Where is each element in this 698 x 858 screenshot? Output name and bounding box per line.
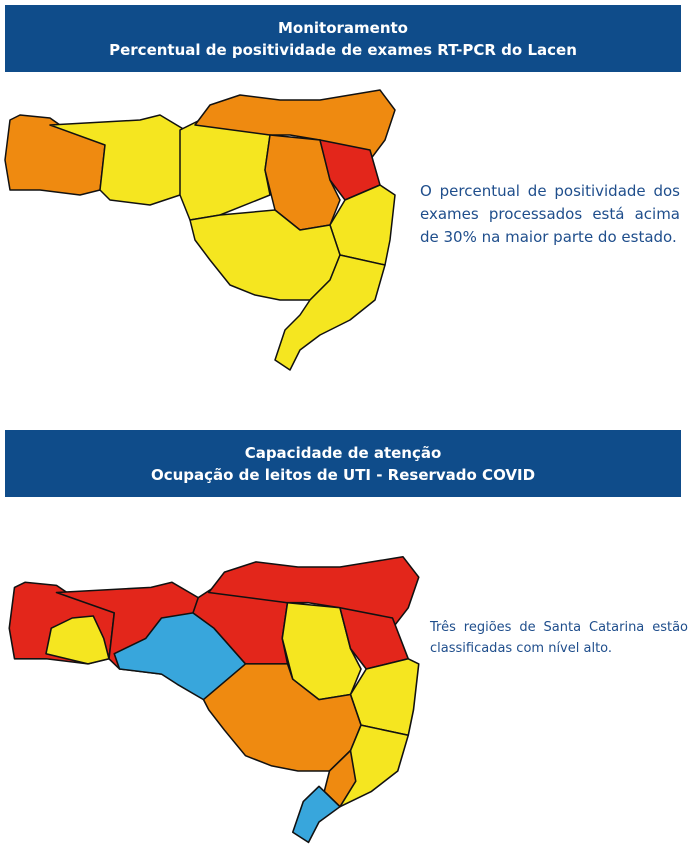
- header-title: Monitoramento: [277, 18, 408, 37]
- header-subtitle: Percentual de positividade de exames RT-…: [109, 40, 577, 59]
- description: O percentual de positividade dos exames …: [420, 182, 680, 246]
- header: Monitoramento Percentual de positividade…: [5, 5, 681, 72]
- map: [8, 556, 420, 844]
- description: Três regiões de Santa Catarina estão cla…: [430, 620, 688, 656]
- header-title: Capacidade de atenção: [244, 443, 442, 462]
- header: Capacidade de atenção Ocupação de leitos…: [5, 430, 681, 497]
- map: [4, 89, 396, 371]
- header-subtitle: Ocupação de leitos de UTI - Reservado CO…: [150, 465, 536, 484]
